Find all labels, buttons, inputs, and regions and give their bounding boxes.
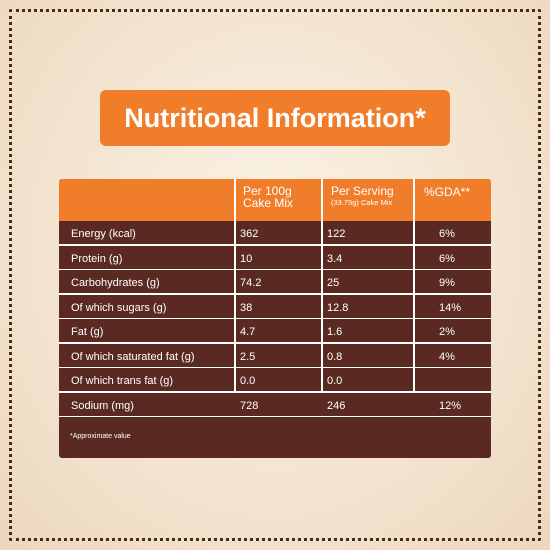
nutrient-name: Sodium (mg) bbox=[71, 399, 134, 412]
row-divider bbox=[59, 293, 491, 295]
value-gda: 14% bbox=[439, 301, 462, 314]
value-per-100g: 2.5 bbox=[240, 350, 256, 363]
table-row: Of which saturated fat (g) 2.5 0.8 4% bbox=[59, 344, 491, 368]
table-row: Of which trans fat (g) 0.0 0.0 bbox=[59, 368, 491, 393]
value-gda: 2% bbox=[439, 326, 455, 338]
value-gda: 12% bbox=[439, 399, 462, 412]
title-text: Nutritional Information* bbox=[124, 102, 426, 133]
header-gda-label: %GDA** bbox=[424, 185, 471, 199]
value-per-serving: 12.8 bbox=[327, 301, 349, 314]
value-per-100g: 728 bbox=[240, 399, 259, 412]
value-gda: 9% bbox=[439, 277, 455, 289]
dotted-border bbox=[9, 9, 541, 541]
row-divider bbox=[59, 415, 491, 417]
row-divider bbox=[59, 317, 491, 319]
nutrient-name: Energy (kcal) bbox=[71, 228, 136, 240]
table-row: Of which sugars (g) 38 12.8 14% bbox=[59, 295, 491, 319]
value-per-100g: 10 bbox=[240, 252, 253, 265]
header-per-100g: Per 100g Cake Mix bbox=[235, 179, 322, 221]
value-per-serving: 122 bbox=[327, 228, 346, 240]
table-row: Fat (g) 4.7 1.6 2% bbox=[59, 319, 491, 344]
nutrient-name: Of which saturated fat (g) bbox=[71, 350, 195, 363]
nutrient-name: Carbohydrates (g) bbox=[71, 277, 160, 289]
page-title: Nutritional Information* bbox=[100, 90, 450, 146]
nutrient-name: Fat (g) bbox=[71, 326, 104, 338]
value-per-serving: 0.8 bbox=[327, 350, 343, 363]
header-per-100g-line2: Cake Mix bbox=[243, 196, 294, 210]
value-per-serving: 3.4 bbox=[327, 252, 343, 265]
column-divider bbox=[413, 179, 415, 391]
table-header: Per 100g Cake Mix Per Serving (33.75g) C… bbox=[59, 179, 491, 221]
nutrient-name: Of which sugars (g) bbox=[71, 301, 167, 314]
value-per-serving: 0.0 bbox=[327, 375, 343, 387]
row-divider bbox=[59, 268, 491, 270]
table-row: Energy (kcal) 362 122 6% bbox=[59, 221, 491, 246]
header-per-serving-line1: Per Serving bbox=[331, 184, 394, 198]
value-per-100g: 0.0 bbox=[240, 375, 256, 387]
nutrient-name: Of which trans fat (g) bbox=[71, 375, 174, 387]
footnote: *Approximate value bbox=[70, 433, 131, 440]
value-per-serving: 246 bbox=[327, 399, 346, 412]
value-per-100g: 74.2 bbox=[240, 277, 262, 289]
value-per-100g: 362 bbox=[240, 228, 259, 240]
nutrition-table: Per 100g Cake Mix Per Serving (33.75g) C… bbox=[59, 179, 491, 458]
nutrient-name: Protein (g) bbox=[71, 252, 123, 265]
value-per-100g: 38 bbox=[240, 301, 253, 314]
table-row: Protein (g) 10 3.4 6% bbox=[59, 246, 491, 270]
table-row: Carbohydrates (g) 74.2 25 9% bbox=[59, 270, 491, 295]
value-per-serving: 25 bbox=[327, 277, 340, 289]
row-divider bbox=[59, 342, 491, 344]
table-row: Sodium (mg) 728 246 12% bbox=[59, 393, 491, 417]
row-divider bbox=[59, 391, 491, 393]
value-gda: 4% bbox=[439, 350, 455, 363]
value-gda: 6% bbox=[439, 252, 455, 265]
value-per-100g: 4.7 bbox=[240, 326, 256, 338]
column-divider bbox=[321, 179, 323, 391]
column-divider bbox=[234, 179, 236, 391]
header-per-serving-line2: (33.75g) Cake Mix bbox=[331, 198, 393, 207]
header-per-100g-line1: Per 100g bbox=[243, 184, 292, 198]
value-gda: 6% bbox=[439, 228, 455, 240]
header-per-serving: Per Serving (33.75g) Cake Mix bbox=[322, 179, 414, 221]
header-gda: %GDA** bbox=[414, 179, 491, 221]
row-divider bbox=[59, 366, 491, 368]
row-divider bbox=[59, 244, 491, 246]
value-per-serving: 1.6 bbox=[327, 326, 343, 338]
